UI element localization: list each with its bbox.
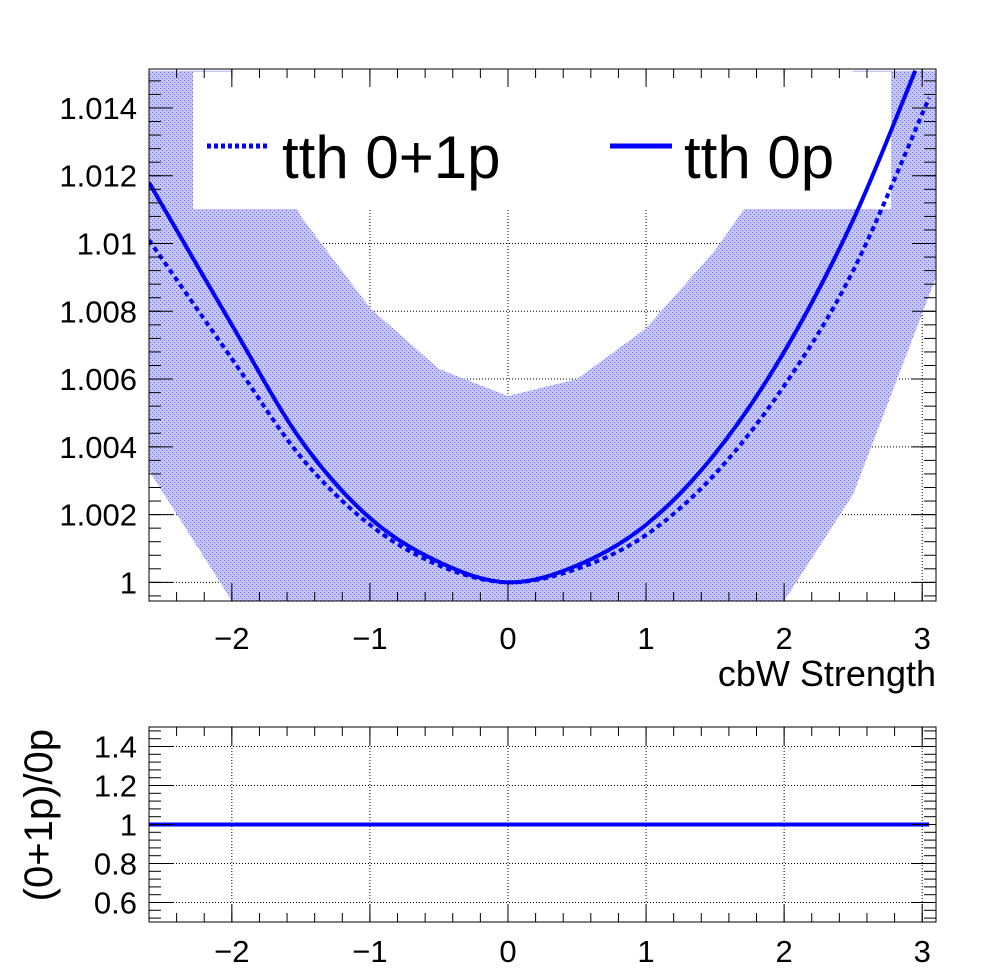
main-series-lines — [149, 69, 931, 585]
x-tick-label: 3 — [914, 621, 931, 656]
x-tick-label: 0 — [499, 934, 516, 969]
series-line-0 — [149, 96, 931, 585]
x-tick-label: 2 — [775, 621, 792, 656]
y-tick-label: 1 — [120, 565, 137, 600]
y-tick-label: 1.012 — [59, 159, 137, 194]
y-tick-label: 1.002 — [59, 498, 137, 533]
legend-box — [193, 72, 891, 209]
x-tick-label: −2 — [214, 621, 249, 656]
x-axis-title: cbW Strength — [718, 653, 936, 694]
y-tick-label: 0.8 — [94, 847, 137, 882]
ratio-plot-panel: −2 −1 0 1 2 3 0.6 0.8 1 1.2 1.4 (0+1p)/0p — [17, 726, 937, 969]
uncertainty-band — [149, 70, 936, 601]
y-tick-label: 0.6 — [94, 886, 137, 921]
x-tick-label: 1 — [637, 621, 654, 656]
y-tick-label: 1.004 — [59, 430, 137, 465]
x-tick-label: 2 — [775, 934, 792, 969]
y-tick-label: 1.4 — [94, 730, 137, 765]
series-line-1 — [149, 69, 918, 585]
legend-label-0: tth 0+1p — [282, 124, 501, 191]
x-tick-label: −2 — [214, 934, 249, 969]
main-plot-panel: tth 0+1p tth 0p −2 −1 0 1 2 3 1 1.002 1.004 1.006… — [59, 68, 937, 694]
x-tick-label: 0 — [499, 621, 516, 656]
ratio-y-axis-title: (0+1p)/0p — [17, 729, 61, 901]
x-tick-label: −1 — [352, 621, 387, 656]
y-tick-label: 1 — [120, 808, 137, 843]
x-tick-label: −1 — [352, 934, 387, 969]
x-tick-label: 3 — [914, 934, 931, 969]
y-tick-label: 1.01 — [77, 227, 137, 262]
main-axis-ticks: −2 −1 0 1 2 3 1 1.002 1.004 1.006 1.008 1.01 1.012 1.… — [59, 69, 936, 656]
y-tick-label: 1.008 — [59, 294, 137, 329]
y-tick-label: 1.2 — [94, 769, 137, 804]
x-tick-label: 1 — [637, 934, 654, 969]
main-plot-frame — [148, 68, 937, 602]
legend-label-1: tth 0p — [684, 124, 834, 191]
y-tick-label: 1.014 — [59, 91, 137, 126]
y-tick-label: 1.006 — [59, 362, 137, 397]
legend: tth 0+1p tth 0p — [193, 72, 891, 209]
ratio-axis-ticks: −2 −1 0 1 2 3 0.6 0.8 1 1.2 1.4 — [94, 727, 936, 969]
